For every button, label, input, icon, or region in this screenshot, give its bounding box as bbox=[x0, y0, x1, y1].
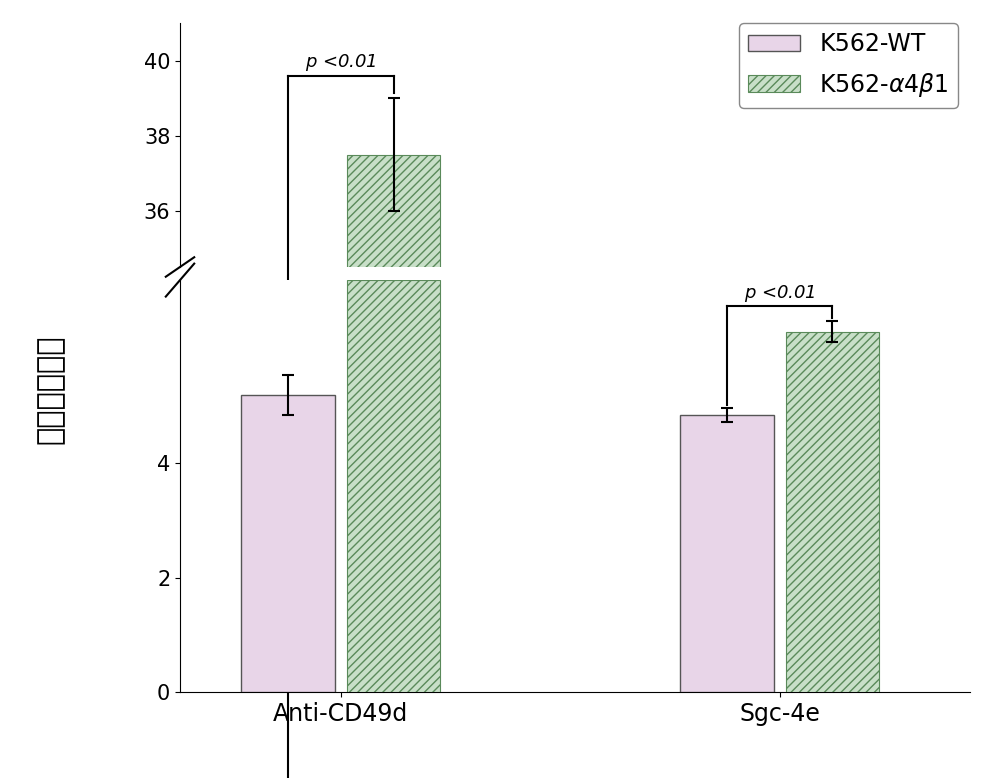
Bar bbox=[241, 394, 335, 692]
Text: 平均荧光强度: 平均荧光强度 bbox=[36, 335, 64, 443]
Text: $p$ <0.01: $p$ <0.01 bbox=[305, 52, 377, 73]
Text: $p$ <0.01: $p$ <0.01 bbox=[744, 283, 816, 304]
Bar bbox=[347, 155, 440, 778]
Bar bbox=[786, 331, 879, 692]
Bar bbox=[347, 280, 440, 692]
Bar bbox=[680, 415, 774, 692]
Legend: K562-WT, K562-$\alpha$4$\beta$1: K562-WT, K562-$\alpha$4$\beta$1 bbox=[739, 23, 958, 108]
